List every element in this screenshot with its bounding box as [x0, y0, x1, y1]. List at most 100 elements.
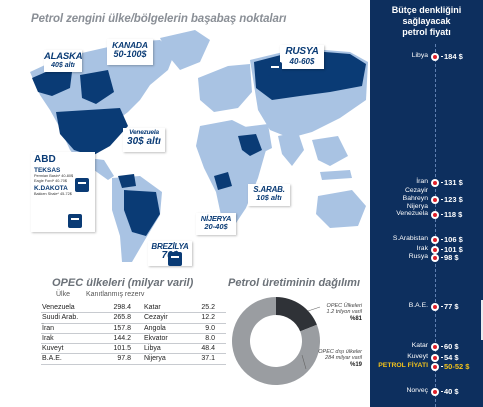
map-title: Petrol zengini ülke/bölgelerin başabaş n… [31, 13, 287, 25]
edge-fragment [481, 300, 483, 340]
price-scale-line [435, 44, 436, 407]
opec-reserve: 97.8 [117, 355, 131, 363]
rusya-name: RUSYA [285, 46, 319, 57]
opec-country: Angola [144, 324, 166, 332]
budget-row: Libya 184 $ [370, 52, 483, 62]
opec-reserve: 157.8 [113, 324, 131, 332]
budget-marker [431, 246, 439, 254]
rusya-range: 40-60$ [289, 56, 315, 66]
opec-row: İran 157.8 Angola 9.0 [41, 324, 226, 334]
opec-row: Venezuela 298.4 Katar 25.2 [41, 303, 226, 314]
budget-marker [431, 196, 439, 204]
nigeria-name: NİJERYA [200, 214, 232, 223]
budget-marker [431, 388, 439, 396]
saudi-arabia-range: 10$ altı [256, 193, 282, 203]
southeast-asia-shape [312, 136, 348, 166]
budget-marker [431, 354, 439, 362]
budget-row: B.A.E. 77 $ [370, 302, 483, 312]
budget-tick [441, 214, 443, 215]
budget-row: Rusya 98 $ [370, 253, 483, 263]
donut-leader-line [307, 306, 321, 312]
nigeria-label: NİJERYA 20-40$ [196, 213, 236, 235]
oil-pump-icon [268, 62, 282, 76]
production-title: Petrol üretiminin dağılımı [228, 277, 361, 289]
budget-country: Cezayir [404, 187, 428, 194]
budget-country: Katar [411, 342, 428, 349]
opec-reserve: 12.2 [201, 314, 215, 322]
opec-country: Libya [144, 345, 161, 353]
budget-title-line1: Bütçe denkliğini [391, 5, 462, 15]
opec-reserve: 9.0 [205, 324, 215, 332]
budget-country: Norveç [406, 387, 428, 394]
budget-value: 101 $ [444, 245, 463, 254]
budget-country: Bahreyn [402, 195, 428, 202]
budget-value: 131 $ [444, 178, 463, 187]
budget-country: PETROL FİYATI [378, 362, 428, 369]
production-donut-chart [232, 297, 321, 385]
opec-header-reserve: Kanıtlanmış rezerv [86, 291, 145, 298]
opec-note-pct: %81 [349, 315, 362, 322]
budget-country: Venezuela [396, 210, 428, 217]
north-dakota-row-range: 45-72$ [59, 192, 72, 197]
opec-reserve: 25.2 [201, 304, 215, 311]
opec-country: B.A.E. [42, 355, 62, 363]
saudi-arabia-shape [238, 134, 262, 156]
opec-title: OPEC ülkeleri (milyar varil) [52, 277, 194, 289]
budget-country: Kuveyt [407, 353, 428, 360]
budget-marker [431, 303, 439, 311]
budget-value: 106 $ [444, 235, 463, 244]
budget-title-line2: sağlayacak [402, 15, 451, 26]
oil-pump-icon [75, 178, 89, 192]
budget-tick [441, 346, 443, 347]
budget-marker [431, 363, 439, 371]
budget-marker [431, 236, 439, 244]
opec-country: Cezayir [144, 314, 168, 322]
budget-value: 123 $ [444, 195, 463, 204]
budget-row: Kuveyt 54 $ [370, 353, 483, 363]
budget-tick [441, 391, 443, 392]
opec-table: Venezuela 298.4 Katar 25.2 Suudi Arab. 265.8 C… [41, 303, 226, 365]
budget-tick [441, 366, 443, 367]
alaska-label: ALASKA 40$ altı [44, 50, 83, 72]
budget-country: B.A.E. [408, 302, 428, 309]
rusya-label: RUSYA 40-60$ [280, 45, 324, 69]
budget-country: S.Arabistan [392, 235, 428, 242]
budget-marker [431, 53, 439, 61]
opec-country: Katar [144, 304, 161, 311]
budget-title-line3: petrol fiyatı [402, 26, 451, 37]
nigeria-shape [214, 172, 232, 190]
budget-country: Nijerya [406, 203, 428, 210]
saudi-arabia-name: S.ARAB. [253, 185, 285, 194]
budget-country: Irak [416, 245, 428, 252]
north-dakota-row-name: Bakken Shale* [34, 192, 59, 197]
nonopec-note-line1: OPEC dışı ülkeler [318, 349, 362, 355]
kanada-name: KANADA [112, 40, 148, 50]
budget-tick [441, 249, 443, 250]
venezuela-name: Venezuela [129, 129, 159, 136]
map-panel: Petrol zengini ülke/bölgelerin başabaş n… [30, 13, 368, 266]
opec-country: Ekvator [144, 334, 168, 342]
opec-country: Kuveyt [42, 345, 64, 353]
south-asia-shape [278, 132, 304, 166]
australia-shape [316, 190, 366, 228]
budget-row: İran 131 $ [370, 178, 483, 188]
opec-note-line2: 1.2 trilyon varil [326, 309, 362, 316]
greenland-shape [160, 30, 210, 70]
budget-marker [431, 343, 439, 351]
venezuela-range: 30$ altı [127, 135, 161, 147]
texas-row-name: Eagle Ford* [34, 178, 55, 183]
budget-value: 77 $ [444, 302, 459, 311]
opec-country: Venezuela [42, 304, 75, 311]
kanada-label: KANADA 50-100$ [107, 39, 153, 65]
budget-row: Cezayir [370, 187, 483, 197]
budget-tick [441, 56, 443, 57]
indonesia-shape [320, 170, 352, 180]
usa-box: ABD TEKSAS Permian Basin* 40-80$ Eagle F… [31, 152, 95, 232]
budget-value: 98 $ [444, 253, 459, 262]
budget-value: 60 $ [444, 342, 459, 351]
opec-reserve: 101.5 [113, 345, 131, 353]
usa-shape [56, 108, 128, 156]
donut-slice-nonopec [276, 297, 317, 332]
nonopec-note: OPEC dışı ülkeler 284 milyar varil %19 [300, 349, 362, 369]
budget-tick [441, 182, 443, 183]
